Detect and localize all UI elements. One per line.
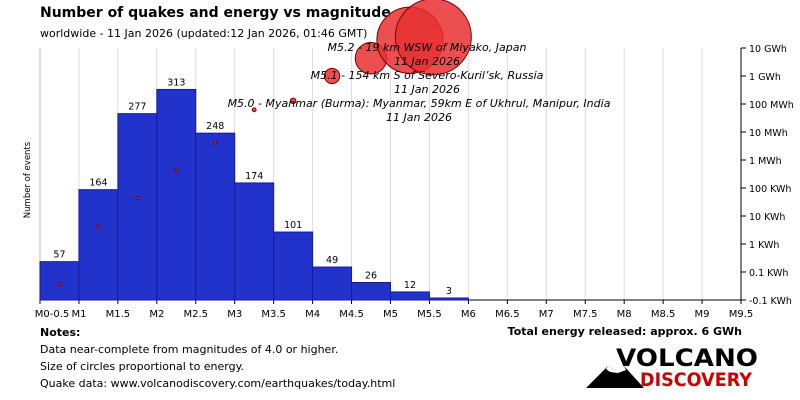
x-tick-label: M8	[617, 309, 632, 320]
notes-line: Size of circles proportional to energy.	[40, 360, 245, 373]
bar-value-label: 164	[89, 178, 107, 189]
logo-volcano-text: VOLCANO	[616, 344, 758, 372]
bar	[351, 282, 391, 301]
x-tick-label: M7	[539, 309, 554, 320]
energy-circle	[213, 140, 218, 145]
x-tick-label: M5	[383, 309, 398, 320]
bar-value-label: 313	[167, 77, 185, 88]
x-tick-label: M1	[71, 309, 86, 320]
x-tick-label: M8.5	[651, 309, 676, 320]
energy-tick-label: -0.1 KWh	[749, 296, 792, 307]
quake-annotation-date: 11 Jan 2026	[394, 55, 460, 68]
energy-tick-label: 100 MWh	[749, 100, 794, 111]
bar	[390, 291, 430, 301]
quake-annotation: M5.1 - 154 km S of Severo-Kuril’sk, Russ…	[311, 69, 544, 82]
bar-value-label: 174	[245, 171, 263, 182]
x-tick-label: M4	[305, 309, 320, 320]
x-tick-label: M2.5	[184, 309, 209, 320]
y-axis-label: Number of events	[23, 141, 33, 218]
x-tick-label: M9	[695, 309, 710, 320]
bar-value-label: 101	[284, 220, 302, 231]
bar	[78, 189, 119, 301]
bar-value-label: 57	[53, 250, 65, 261]
notes-line: Data near-complete from magnitudes of 4.…	[40, 343, 339, 356]
energy-tick-label: 10 MWh	[749, 128, 788, 139]
quake-annotation: M5.2 - 19 km WSW of Miyako, Japan	[328, 41, 527, 54]
energy-tick-label: 1 GWh	[749, 72, 781, 83]
energy-circle	[135, 196, 140, 201]
bar-value-label: 3	[446, 286, 452, 297]
volcano-icon	[606, 366, 626, 373]
energy-circle	[289, 97, 297, 105]
energy-tick-label: 10 GWh	[749, 44, 787, 55]
x-tick-label: M7.5	[573, 309, 598, 320]
chart-subtitle: worldwide - 11 Jan 2026 (updated:12 Jan …	[40, 27, 368, 40]
energy-tick-label: 1 MWh	[749, 156, 782, 167]
bar-value-label: 248	[206, 121, 224, 132]
bar	[156, 88, 197, 301]
total-energy: Total energy released: approx. 6 GWh	[507, 325, 742, 338]
notes-block: Notes: Data near-complete from magnitude…	[40, 324, 395, 392]
bar-value-label: 277	[128, 102, 146, 113]
x-tick-label: M5.5	[417, 309, 442, 320]
energy-circle	[96, 224, 101, 229]
energy-tick-label: 1 KWh	[749, 240, 779, 251]
energy-circle	[394, 0, 472, 76]
x-tick-label: M9.5	[729, 309, 754, 320]
x-tick-label: M6.5	[495, 309, 520, 320]
volcano-icon	[586, 366, 644, 388]
bar	[273, 231, 314, 301]
bar-value-label: 26	[365, 271, 377, 282]
bar	[428, 297, 469, 301]
x-tick-label: M6	[461, 309, 476, 320]
notes-line: Quake data: www.volcanodiscovery.com/ear…	[40, 377, 396, 390]
bar	[39, 261, 80, 301]
x-tick-label: M2	[149, 309, 164, 320]
bar-value-label: 12	[404, 280, 416, 291]
logo-discovery-text: DISCOVERY	[640, 369, 752, 390]
bar	[312, 266, 353, 301]
bar	[195, 132, 236, 301]
notes-heading: Notes:	[40, 326, 81, 339]
x-tick-label: M0-0.5	[35, 309, 70, 320]
energy-circle	[323, 67, 341, 85]
chart-title: Number of quakes and energy vs magnitude	[40, 5, 391, 21]
quake-annotation-date: 11 Jan 2026	[394, 83, 460, 96]
energy-circle	[251, 107, 257, 113]
energy-circle	[57, 281, 62, 286]
x-tick-label: M3.5	[261, 309, 286, 320]
x-tick-label: M4.5	[339, 309, 364, 320]
x-tick-label: M3	[227, 309, 242, 320]
energy-tick-label: 100 KWh	[749, 184, 791, 195]
energy-tick-label: 0.1 KWh	[749, 268, 788, 279]
bar	[234, 182, 275, 301]
energy-tick-label: 10 KWh	[749, 212, 785, 223]
volcanodiscovery-logo[interactable]: VOLCANO DISCOVERY	[586, 344, 766, 390]
x-tick-label: M1.5	[106, 309, 131, 320]
bar	[117, 113, 158, 301]
energy-circle	[174, 168, 179, 173]
bar-value-label: 49	[326, 255, 338, 266]
quake-annotation: M5.0 - Myanmar (Burma): Myanmar, 59km E …	[228, 97, 611, 110]
quake-annotation-date: 11 Jan 2026	[386, 111, 452, 124]
